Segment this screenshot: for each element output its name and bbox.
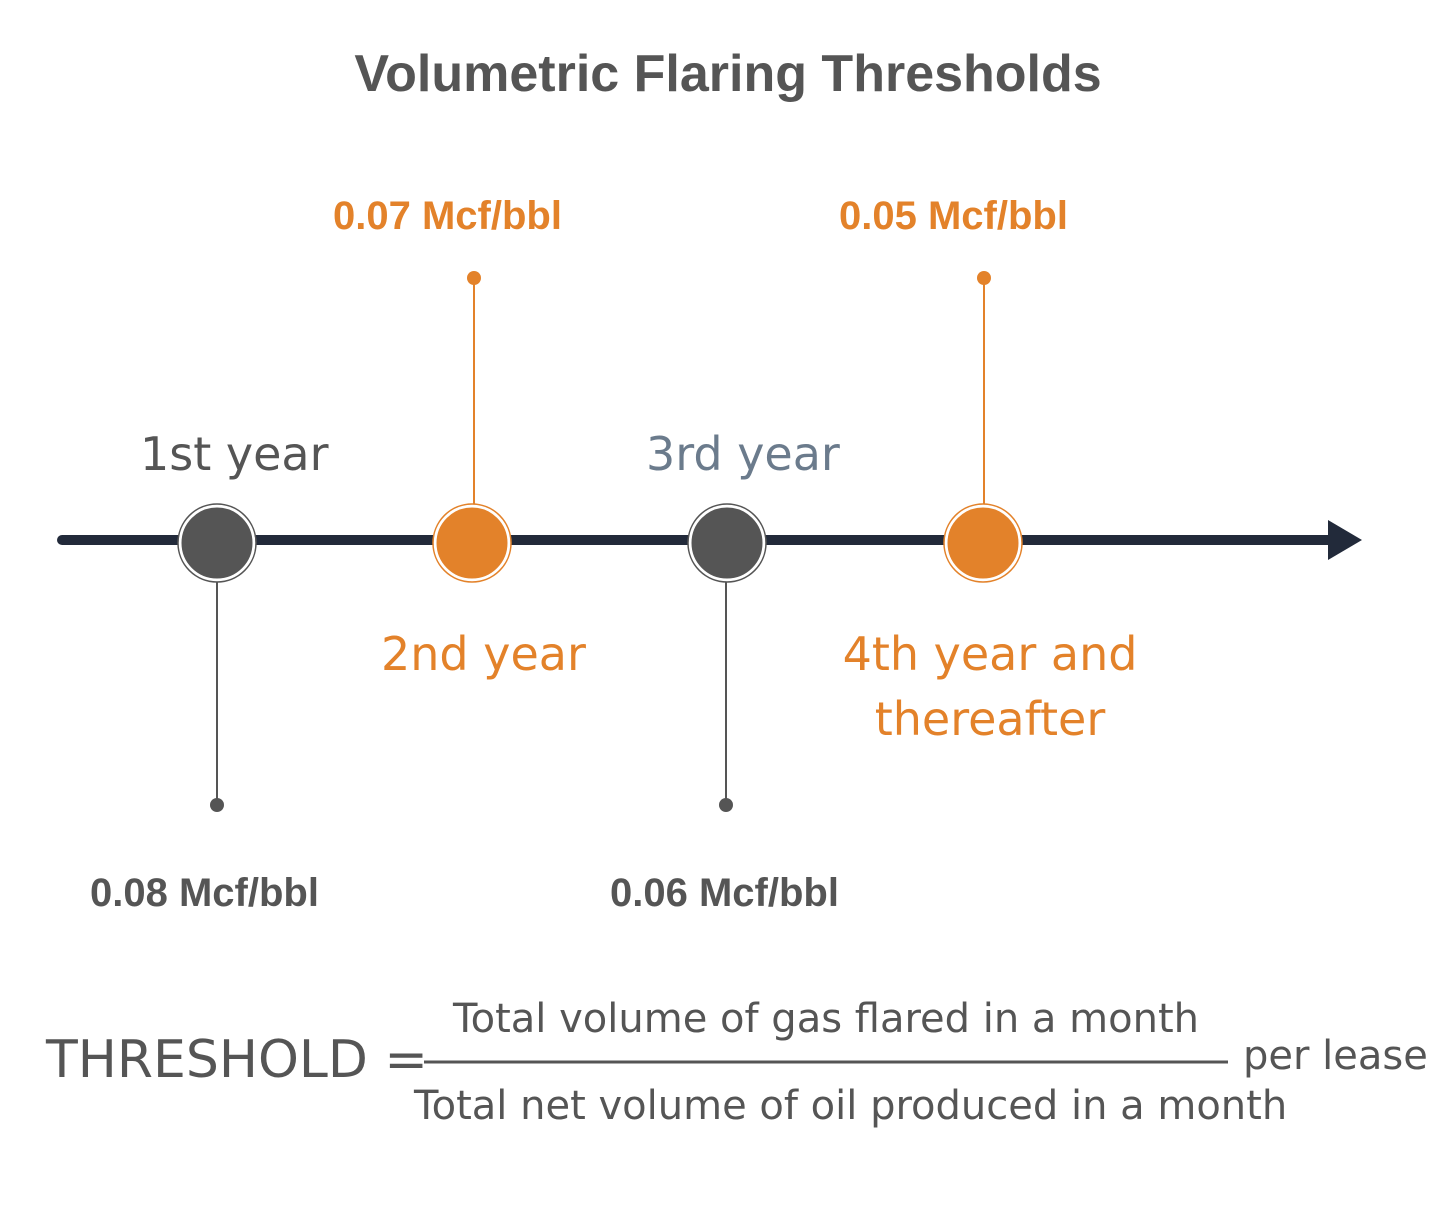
formula-suffix: per lease [1243, 1033, 1428, 1079]
milestone-2-stem-dot [467, 271, 481, 285]
milestone-4-threshold: 0.05 Mcf/bbl [839, 194, 1068, 238]
milestone-1-marker [178, 504, 256, 582]
milestone-4-marker [944, 504, 1022, 582]
milestone-4-stem-dot [977, 271, 991, 285]
milestone-4-label-line1: 4th year and [842, 627, 1138, 681]
milestone-2-marker [433, 504, 511, 582]
timeline-arrowhead [1328, 520, 1362, 560]
milestone-3-label: 3rd year [646, 427, 840, 481]
formula-lhs: THRESHOLD = [46, 1030, 429, 1090]
formula-numerator: Total volume of gas flared in a month [453, 996, 1199, 1042]
milestone-1-label: 1st year [140, 427, 329, 481]
formula-denominator: Total net volume of oil produced in a mo… [414, 1083, 1288, 1129]
milestone-3-threshold: 0.06 Mcf/bbl [610, 871, 839, 915]
milestone-4-label-line2: thereafter [874, 692, 1106, 746]
milestone-3-marker [688, 504, 766, 582]
milestone-3-stem-dot [719, 798, 733, 812]
milestone-2-label: 2nd year [381, 627, 586, 681]
milestone-1-threshold: 0.08 Mcf/bbl [90, 871, 319, 915]
milestone-1-stem-dot [210, 798, 224, 812]
diagram-title: Volumetric Flaring Thresholds [354, 45, 1102, 103]
milestone-2-threshold: 0.07 Mcf/bbl [333, 194, 562, 238]
